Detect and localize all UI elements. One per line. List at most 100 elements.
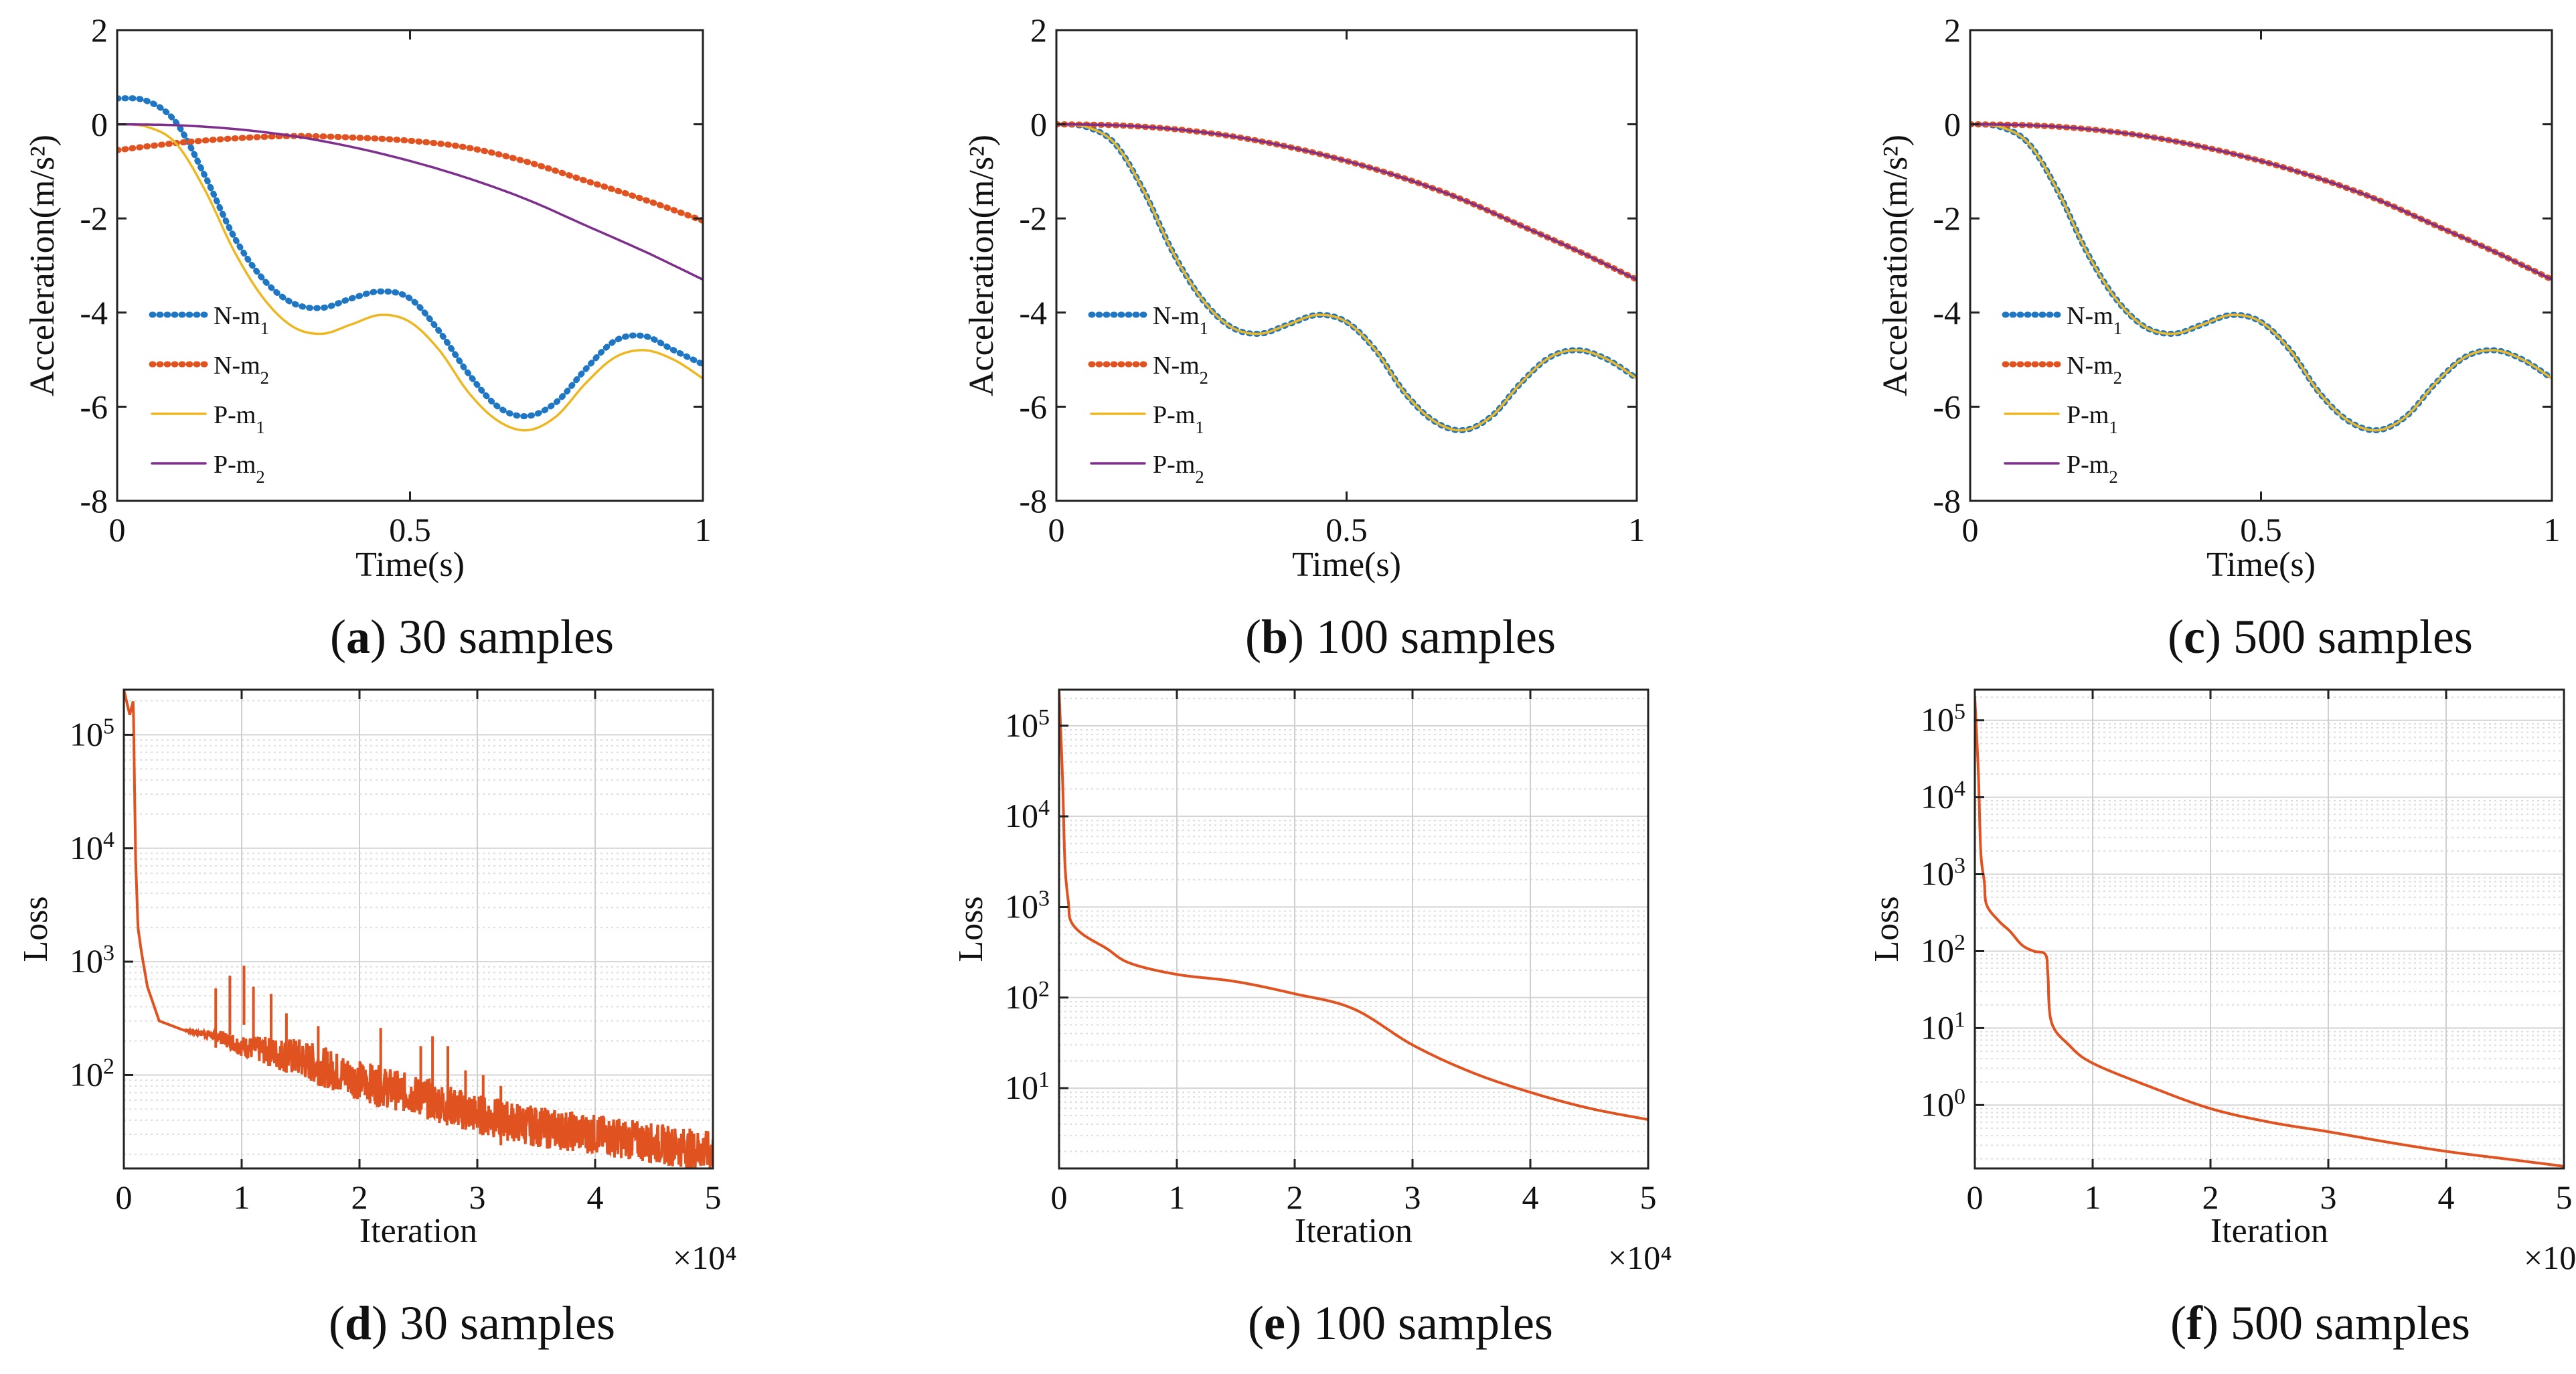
series-line-n-m1 bbox=[117, 95, 703, 420]
x-tick-label: 0 bbox=[1051, 1178, 1068, 1216]
caption-c: (c) 500 samples bbox=[2168, 610, 2473, 664]
grid-e bbox=[1058, 690, 1649, 1168]
series-group-c bbox=[1970, 121, 2552, 434]
y-axis-label: Loss bbox=[17, 896, 55, 962]
x-axis-label: Time(s) bbox=[2206, 546, 2316, 584]
x-tick-label: 5 bbox=[1640, 1178, 1657, 1216]
series-line-p-m1 bbox=[1056, 123, 1637, 432]
legend-c: N-m1 N-m2 P-m1 P-m2 bbox=[2002, 302, 2122, 487]
y-tick-label: 2 bbox=[1030, 11, 1047, 49]
y-tick-label: 103 bbox=[1005, 886, 1050, 925]
series-line-p-m1 bbox=[117, 123, 703, 432]
x-tick-label: 1 bbox=[1169, 1178, 1186, 1216]
legend-label: N-m1 bbox=[2067, 302, 2122, 338]
legend-label: P-m1 bbox=[2067, 401, 2118, 437]
y-tick-label: -8 bbox=[80, 482, 108, 520]
y-tick-label: -6 bbox=[80, 388, 108, 425]
y-tick-label: 100 bbox=[1921, 1084, 1965, 1124]
x-tick-label: 2 bbox=[1287, 1178, 1303, 1216]
chart-e: 0 1 2 3 4 5 101 102 103 104 105 ×10⁴ Iteration Loss bbox=[952, 688, 1672, 1276]
x-tick-label: 4 bbox=[587, 1178, 604, 1216]
y-tick-label: 104 bbox=[1005, 795, 1050, 835]
y-tick-label: 104 bbox=[1921, 776, 1965, 816]
y-tick-label: -2 bbox=[1933, 200, 1961, 237]
x-multiplier: ×10⁴ bbox=[673, 1239, 737, 1276]
x-tick-label: 5 bbox=[2556, 1178, 2573, 1216]
y-tick-label: 2 bbox=[91, 11, 108, 49]
x-tick-label: 0 bbox=[1967, 1178, 1984, 1216]
x-tick-label: 3 bbox=[2320, 1178, 2337, 1216]
series-line-loss bbox=[1059, 690, 1648, 1121]
x-tick-label: 0.5 bbox=[2240, 511, 2282, 548]
legend-label: P-m2 bbox=[2067, 451, 2118, 487]
caption-d: (d) 30 samples bbox=[329, 1296, 615, 1350]
x-tick-label: 5 bbox=[705, 1178, 722, 1216]
legend-label: N-m2 bbox=[1153, 352, 1208, 388]
x-axis-label: Iteration bbox=[359, 1212, 477, 1250]
chart-d: 0 1 2 3 4 5 102 103 104 105 ×10⁴ Iteration Loss bbox=[17, 688, 737, 1276]
legend-label: P-m1 bbox=[214, 401, 265, 437]
y-tick-label: 2 bbox=[1944, 11, 1961, 49]
x-tick-label: 3 bbox=[469, 1178, 486, 1216]
axes-frame bbox=[1974, 688, 2565, 1170]
y-axis-label: Loss bbox=[952, 896, 990, 962]
y-tick-label: 103 bbox=[70, 941, 114, 980]
legend-label: N-m2 bbox=[214, 352, 269, 388]
x-tick-label: 0.5 bbox=[1325, 511, 1368, 548]
axes-frame bbox=[123, 688, 714, 1170]
y-tick-label: -4 bbox=[1019, 294, 1047, 331]
series-group-f bbox=[1975, 696, 2564, 1168]
y-axis-label: Loss bbox=[1868, 896, 1906, 962]
x-tick-label: 0 bbox=[1048, 511, 1065, 548]
series-line-n-m1 bbox=[1056, 121, 1637, 434]
x-tick-label: 0 bbox=[109, 511, 126, 548]
legend-label: N-m1 bbox=[214, 302, 269, 338]
x-axis-label: Iteration bbox=[2210, 1212, 2328, 1250]
y-axis-label: Acceleration(m/s²) bbox=[23, 135, 62, 396]
x-axis-label: Time(s) bbox=[1292, 546, 1401, 584]
series-line-n-m2 bbox=[117, 133, 703, 224]
y-tick-label: 0 bbox=[1030, 106, 1047, 143]
axes-frame bbox=[1969, 29, 2553, 502]
y-tick-label: -2 bbox=[80, 200, 108, 237]
legend-b: N-m1 N-m2 P-m1 P-m2 bbox=[1088, 302, 1208, 487]
y-tick-label: 101 bbox=[1005, 1067, 1050, 1107]
chart-c: 0 0.5 1 -8 -6 -4 -2 0 2 Time(s) Acceleration(m/s²)… bbox=[1876, 11, 2561, 584]
y-axis-label: Acceleration(m/s²) bbox=[963, 135, 1001, 396]
x-tick-label: 3 bbox=[1404, 1178, 1421, 1216]
legend-label: P-m2 bbox=[214, 451, 265, 487]
x-tick-label: 1 bbox=[2544, 511, 2561, 548]
legend-label: N-m2 bbox=[2067, 352, 2122, 388]
series-line-n-m1 bbox=[1970, 121, 2552, 434]
legend-label: P-m1 bbox=[1153, 401, 1204, 437]
series-group-b bbox=[1056, 121, 1637, 434]
caption-e: (e) 100 samples bbox=[1248, 1296, 1553, 1350]
caption-f: (f) 500 samples bbox=[2170, 1296, 2470, 1350]
y-tick-label: 105 bbox=[1005, 704, 1050, 744]
series-line-n-m2 bbox=[1056, 121, 1637, 283]
caption-a: (a) 30 samples bbox=[330, 610, 614, 664]
axes-frame bbox=[1055, 29, 1638, 502]
y-axis-label: Acceleration(m/s²) bbox=[1876, 135, 1915, 396]
y-tick-label: -2 bbox=[1019, 200, 1047, 237]
series-line-p-m2 bbox=[1970, 123, 2552, 281]
y-tick-label: -4 bbox=[1933, 294, 1961, 331]
grid-f bbox=[1974, 690, 2565, 1168]
y-tick-label: -8 bbox=[1019, 482, 1047, 520]
x-multiplier: ×10⁴ bbox=[1608, 1239, 1672, 1276]
caption-b: (b) 100 samples bbox=[1245, 610, 1556, 664]
series-group-a bbox=[117, 95, 703, 432]
x-tick-label: 2 bbox=[351, 1178, 368, 1216]
x-tick-label: 1 bbox=[234, 1178, 250, 1216]
chart-b: 0 0.5 1 -8 -6 -4 -2 0 2 Time(s) Acceleration(m/s²)… bbox=[963, 11, 1645, 584]
y-tick-label: 105 bbox=[1921, 699, 1965, 739]
chart-a: 0 0.5 1 -8 -6 -4 -2 0 2 Time(s) Acceleration(m/s²)… bbox=[23, 11, 712, 584]
x-tick-label: 0 bbox=[116, 1178, 133, 1216]
chart-f: 0 1 2 3 4 5 100 101 102 103 104 105 ×10⁴ Iteration Los… bbox=[1868, 688, 2576, 1276]
x-tick-label: 1 bbox=[1629, 511, 1645, 548]
x-tick-label: 4 bbox=[2438, 1178, 2455, 1216]
x-tick-label: 4 bbox=[1522, 1178, 1539, 1216]
axes-frame bbox=[116, 29, 704, 502]
axes-frame bbox=[1058, 688, 1649, 1170]
